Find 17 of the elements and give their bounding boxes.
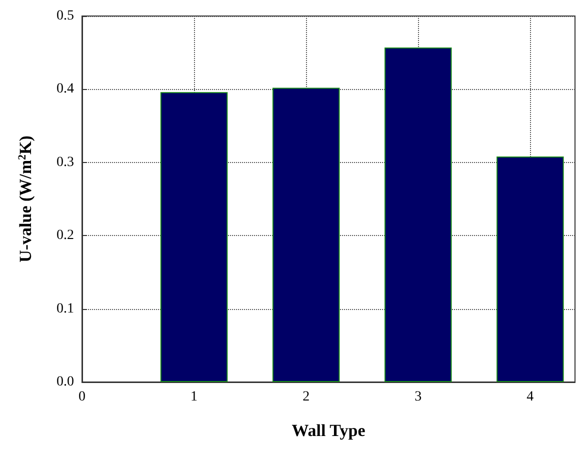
y-tick-label: 0.4 xyxy=(56,82,74,97)
x-tick-label: 0 xyxy=(78,390,86,404)
x-tick-label: 1 xyxy=(190,390,198,404)
y-axis-title: U-value (W/m2K) xyxy=(16,136,35,262)
y-tick-label: 0.1 xyxy=(56,301,74,316)
bar xyxy=(384,47,452,382)
y-tick-label: 0.3 xyxy=(56,154,74,170)
bar xyxy=(160,92,228,382)
y-tick-label: 0.5 xyxy=(56,8,74,24)
y-tick-label: 0.2 xyxy=(56,228,74,244)
x-tick-label: 3 xyxy=(414,390,422,404)
bar xyxy=(272,88,340,382)
x-axis-title: Wall Type xyxy=(292,421,366,440)
x-tick-label: 2 xyxy=(302,390,310,404)
bar xyxy=(496,156,564,382)
y-tick-label: 0.0 xyxy=(56,374,74,390)
x-tick-label: 4 xyxy=(526,390,534,404)
